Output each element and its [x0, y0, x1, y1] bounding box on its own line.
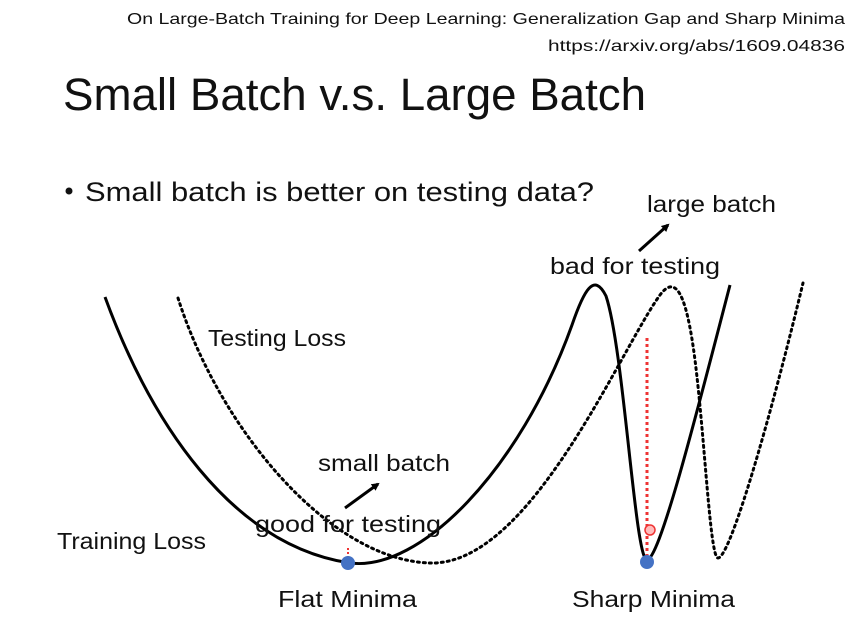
training-loss-label: Training Loss	[57, 528, 206, 554]
testing-loss-curve	[176, 281, 805, 565]
good-for-testing-label: good for testing	[255, 511, 441, 537]
sharp-minimum-dot	[640, 555, 654, 569]
large-batch-label: large batch	[647, 191, 776, 217]
small-batch-label: small batch	[318, 450, 450, 476]
reference-paper: On Large-Batch Training for Deep Learnin…	[127, 11, 845, 28]
bullet-dot	[65, 187, 73, 195]
reference-url: https://arxiv.org/abs/1609.04836	[548, 38, 845, 55]
sharp-gap-point	[644, 524, 656, 536]
sharp-minima-label: Sharp Minima	[572, 586, 735, 612]
flat-minima-label: Flat Minima	[278, 586, 417, 612]
testing-loss-label: Testing Loss	[208, 325, 346, 351]
large-batch-arrow	[637, 223, 670, 253]
slide-title: Small Batch v.s. Large Batch	[63, 69, 646, 120]
small-batch-arrow	[344, 482, 380, 510]
bad-for-testing-label: bad for testing	[550, 253, 720, 279]
flat-minimum-dot	[341, 556, 355, 570]
bullet-text: Small batch is better on testing data?	[85, 177, 594, 207]
training-loss-curve	[103, 283, 732, 566]
